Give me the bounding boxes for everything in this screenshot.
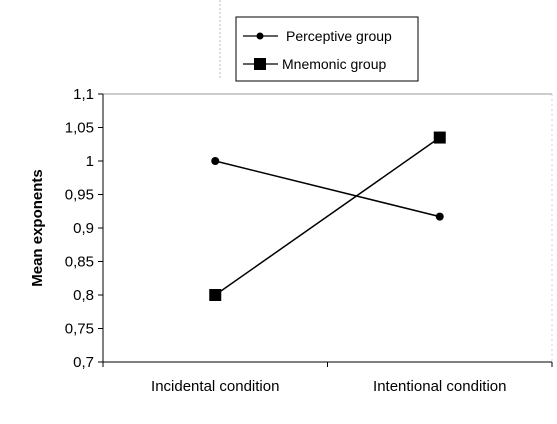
- y-tick-label: 0,7: [73, 354, 94, 371]
- y-tick-label: 1,05: [65, 120, 94, 137]
- y-tick-label: 0,8: [73, 287, 94, 304]
- series-line-0: [215, 160, 440, 218]
- legend: Perceptive group Mnemonic group: [235, 16, 419, 82]
- y-tick-label: 0,9: [73, 220, 94, 237]
- x-ticks: Incidental condition Intentional conditio…: [102, 362, 553, 395]
- data-point-1-0: [209, 289, 222, 301]
- data-point-0-1: [435, 212, 444, 221]
- x-tick-label: Incidental condition: [151, 378, 279, 395]
- x-tick-label: Intentional condition: [373, 378, 506, 395]
- y-tick-label: 0,75: [65, 321, 94, 338]
- y-ticks: 0,7 0,75 0,8 0,85 0,9 0,95 1 1,05 1,1: [65, 86, 103, 371]
- series-layer: [209, 131, 446, 301]
- y-axis-title: Mean exponents: [29, 169, 46, 287]
- legend-marker-perceptive: [256, 32, 264, 40]
- legend-label-perceptive: Perceptive group: [286, 28, 392, 44]
- y-tick-label: 0,85: [65, 254, 94, 271]
- legend-marker-mnemonic: [254, 58, 266, 70]
- y-tick-label: 1: [86, 153, 94, 170]
- series-line-1: [214, 136, 441, 296]
- legend-label-mnemonic: Mnemonic group: [282, 56, 386, 72]
- y-tick-label: 0,95: [65, 187, 94, 204]
- legend-box: [235, 16, 419, 82]
- y-tick-label: 1,1: [73, 86, 94, 103]
- data-point-0-0: [211, 157, 220, 165]
- data-point-1-1: [433, 131, 446, 144]
- plot-frame: [102, 93, 553, 363]
